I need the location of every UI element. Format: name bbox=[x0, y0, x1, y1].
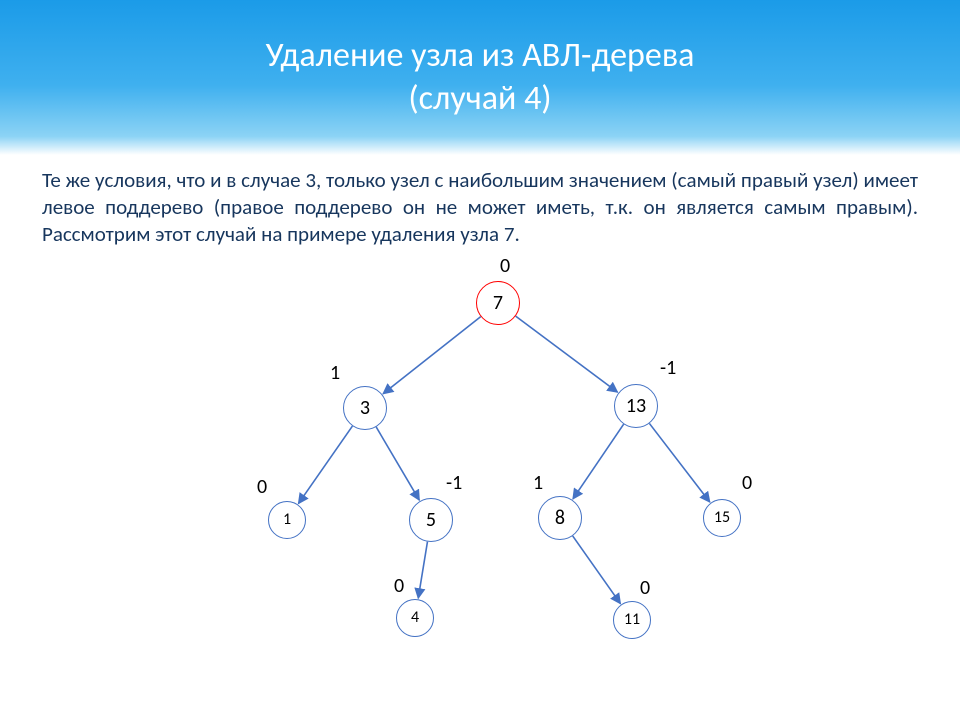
balance-label-4: 0 bbox=[394, 574, 404, 598]
tree-node-7: 7 bbox=[476, 281, 520, 325]
slide-header: Удаление узла из АВЛ-дерева (случай 4) bbox=[0, 0, 960, 155]
tree-node-5: 5 bbox=[409, 498, 453, 542]
balance-label-7: 0 bbox=[500, 254, 510, 278]
tree-node-15: 15 bbox=[703, 499, 741, 537]
tree-edge bbox=[649, 423, 709, 502]
tree-node-1: 1 bbox=[268, 501, 306, 539]
avl-tree-diagram: 703113-1105-18115040110 bbox=[0, 248, 960, 688]
tree-edge bbox=[376, 427, 419, 500]
balance-label-1: 0 bbox=[257, 475, 267, 499]
tree-edge bbox=[298, 426, 352, 504]
balance-label-13: -1 bbox=[660, 356, 676, 380]
balance-label-8: 1 bbox=[533, 471, 543, 495]
slide-paragraph: Те же условия, что и в случае 3, только … bbox=[0, 155, 960, 248]
tree-edge bbox=[573, 424, 624, 499]
balance-label-3: 1 bbox=[330, 361, 340, 385]
title-line-2: (случай 4) bbox=[408, 78, 551, 121]
tree-node-4: 4 bbox=[396, 599, 434, 637]
balance-label-5: -1 bbox=[446, 471, 462, 495]
balance-label-11: 0 bbox=[640, 576, 650, 600]
tree-edge bbox=[383, 316, 481, 393]
tree-node-8: 8 bbox=[538, 496, 582, 540]
tree-node-13: 13 bbox=[614, 384, 658, 428]
tree-node-3: 3 bbox=[343, 386, 387, 430]
tree-node-11: 11 bbox=[613, 601, 651, 639]
tree-edge bbox=[516, 316, 618, 392]
title-line-1: Удаление узла из АВЛ-дерева bbox=[266, 35, 695, 78]
balance-label-15: 0 bbox=[742, 471, 752, 495]
tree-edge bbox=[418, 541, 427, 598]
tree-edge bbox=[573, 536, 621, 604]
